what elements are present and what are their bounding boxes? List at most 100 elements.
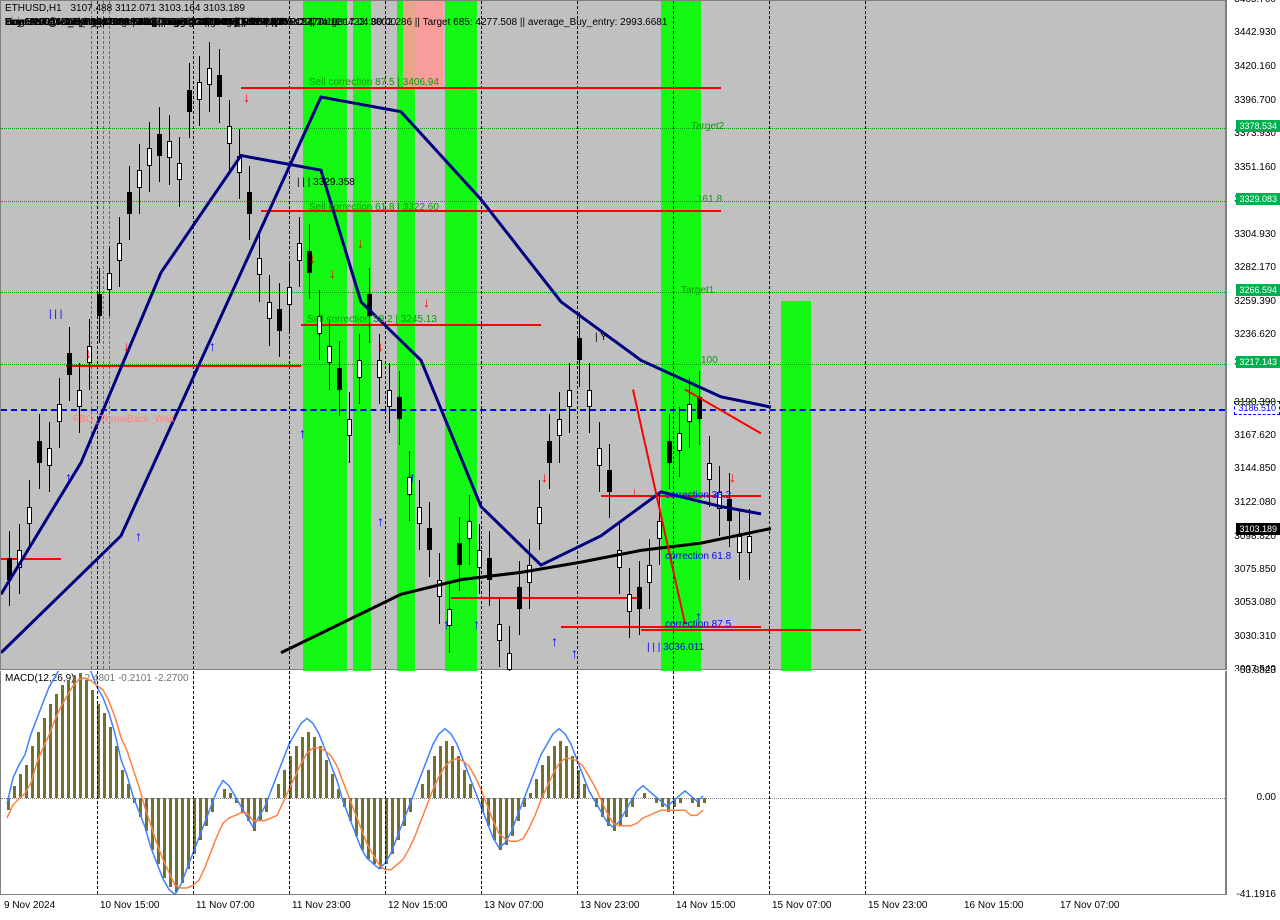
macd-bar xyxy=(625,798,628,817)
macd-bar xyxy=(325,760,328,798)
y-tick-label: 3465.700 xyxy=(1234,0,1276,5)
grid-vline xyxy=(289,1,290,669)
macd-bar xyxy=(343,798,346,807)
up-arrow-icon: ↑ xyxy=(473,616,480,632)
macd-bar xyxy=(469,784,472,798)
macd-chart[interactable]: MACD(12,26,9) -2.4801 -0.2101 -2.2700 xyxy=(0,671,1226,895)
macd-bar xyxy=(307,732,310,798)
macd-bar xyxy=(355,798,358,836)
macd-bar xyxy=(379,798,382,869)
grid-vline xyxy=(865,1,866,669)
x-tick-label: 14 Nov 15:00 xyxy=(676,900,736,911)
grid-vline xyxy=(193,1,194,669)
macd-bar xyxy=(229,793,232,798)
macd-bar xyxy=(361,798,364,850)
macd-bar xyxy=(283,770,286,798)
annotation: | | | xyxy=(49,308,62,321)
macd-bar xyxy=(133,798,136,803)
macd-bar xyxy=(643,793,646,798)
macd-bar xyxy=(31,746,34,798)
price-tag: 3186.510 xyxy=(1234,401,1280,415)
macd-bar xyxy=(25,765,28,798)
macd-bar xyxy=(253,798,256,831)
macd-bar xyxy=(43,718,46,798)
level-line xyxy=(1,201,1225,202)
macd-bar xyxy=(445,741,448,798)
macd-bar xyxy=(277,784,280,798)
macd-bar xyxy=(439,746,442,798)
macd-bar xyxy=(631,798,634,807)
macd-bar xyxy=(487,798,490,826)
macd-bar xyxy=(553,746,556,798)
x-tick-label: 13 Nov 07:00 xyxy=(484,900,544,911)
y-tick-label: 3351.160 xyxy=(1234,162,1276,173)
macd-bar xyxy=(409,798,412,812)
price-tag: 3266.594 xyxy=(1236,284,1280,296)
salmon-zone xyxy=(403,1,443,87)
macd-bar xyxy=(595,798,598,807)
macd-bar xyxy=(319,746,322,798)
macd-bar xyxy=(145,798,148,831)
y-tick-label: 0.00 xyxy=(1257,792,1276,803)
x-tick-label: 16 Nov 15:00 xyxy=(964,900,1024,911)
level-line xyxy=(1,292,1225,293)
symbol-label: ETHUSD,H1 xyxy=(5,3,62,14)
grid-vline xyxy=(97,671,98,894)
annotation: FBO_ThrowBack_Wait xyxy=(73,413,174,426)
up-arrow-icon: ↑ xyxy=(551,633,558,649)
macd-bar xyxy=(433,756,436,798)
macd-bar xyxy=(211,798,214,812)
green-zone xyxy=(781,301,811,671)
y-tick-label: 3442.930 xyxy=(1234,27,1276,38)
x-tick-label: 11 Nov 23:00 xyxy=(292,900,351,911)
price-chart[interactable]: ↓↑↓↑↓↑↓↑↓↓↓↑↓↑↑↑↓↑↑↓↑↓ | | | 3329.358Sel… xyxy=(0,0,1226,670)
down-arrow-icon: ↓ xyxy=(729,469,736,485)
y-tick-label: 3144.850 xyxy=(1234,463,1276,474)
macd-bar xyxy=(493,798,496,840)
red-level xyxy=(601,495,761,497)
grid-vline xyxy=(577,671,578,894)
macd-bar xyxy=(619,798,622,826)
red-level xyxy=(451,597,641,599)
grid-vline xyxy=(865,671,866,894)
level-line xyxy=(1,128,1225,129)
x-tick-label: 17 Nov 07:00 xyxy=(1060,900,1120,911)
marker-vline xyxy=(103,1,104,669)
macd-bar xyxy=(73,675,76,798)
macd-bar xyxy=(91,690,94,798)
macd-bar xyxy=(265,798,268,812)
y-tick-label: 3075.850 xyxy=(1234,564,1276,575)
macd-bar xyxy=(583,784,586,798)
x-tick-label: 12 Nov 15:00 xyxy=(388,900,448,911)
price-tag: 3103.189 xyxy=(1236,523,1280,535)
price-tag: 3378.534 xyxy=(1236,120,1280,132)
down-arrow-icon: ↓ xyxy=(243,89,250,105)
up-arrow-icon: ↑ xyxy=(299,425,306,441)
macd-bar xyxy=(565,746,568,798)
down-arrow-icon: ↓ xyxy=(631,484,638,500)
macd-bar xyxy=(571,756,574,798)
up-arrow-icon: ↑ xyxy=(209,338,216,354)
macd-bar xyxy=(559,741,562,798)
macd-bar xyxy=(397,798,400,840)
grid-vline xyxy=(577,1,578,669)
macd-bar xyxy=(337,789,340,798)
macd-bar xyxy=(697,798,700,807)
macd-bar xyxy=(547,756,550,798)
grid-vline xyxy=(481,1,482,669)
info-text: Line:3465 | tema_h1_status: Sell | Last … xyxy=(5,16,343,29)
macd-bar xyxy=(205,798,208,826)
up-arrow-icon: ↑ xyxy=(377,513,384,529)
macd-bar xyxy=(373,798,376,864)
grid-vline xyxy=(769,671,770,894)
red-level xyxy=(241,87,721,89)
macd-bar xyxy=(523,798,526,807)
macd-bar xyxy=(199,798,202,840)
macd-bar xyxy=(451,746,454,798)
macd-bar xyxy=(79,673,82,798)
macd-bar xyxy=(85,680,88,798)
macd-bar xyxy=(691,798,694,803)
macd-bar xyxy=(511,798,514,836)
y-tick-label: 3030.310 xyxy=(1234,631,1276,642)
x-tick-label: 11 Nov 07:00 xyxy=(196,900,255,911)
